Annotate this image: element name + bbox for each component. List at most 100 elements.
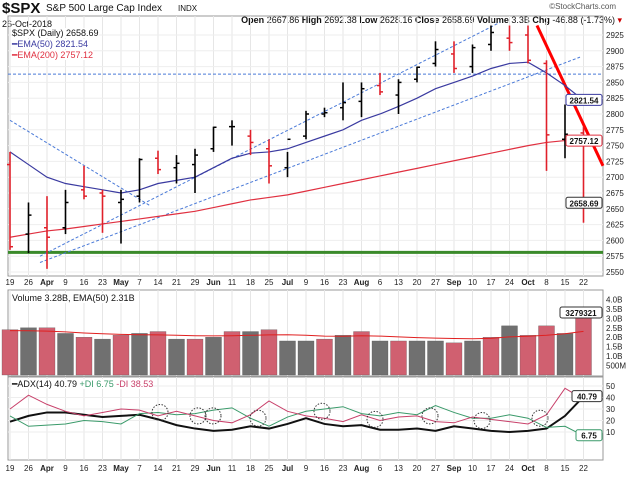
y-tick-label: 50 <box>606 382 615 391</box>
exchange: INDX <box>178 4 198 13</box>
x-tick-label: 15 <box>561 464 570 473</box>
volume-bar <box>482 337 500 376</box>
channel-upper <box>39 21 501 257</box>
y-tick-label: 3.0B <box>606 314 622 323</box>
volume-bar <box>556 333 574 376</box>
ema50-badge <box>565 93 603 106</box>
crossover-circle <box>204 407 222 425</box>
x-tick-label: 9 <box>304 278 309 287</box>
y-tick-label: 1.5B <box>606 343 622 352</box>
x-tick-label: May <box>113 278 129 287</box>
y-tick-label: 2925 <box>606 31 624 40</box>
volume-bar <box>131 333 148 376</box>
x-tick-label: 8 <box>544 278 549 287</box>
x-tick-label: 8 <box>544 464 549 473</box>
volume-bar <box>445 342 463 376</box>
y-tick-label: 2900 <box>606 47 624 56</box>
x-tick-label: 10 <box>468 464 477 473</box>
volume-bar <box>260 329 278 376</box>
y-tick-label: 30 <box>606 405 615 414</box>
y-tick-label: 2775 <box>606 126 624 135</box>
x-tick-label: Oct <box>521 278 535 287</box>
y-tick-label: 2850 <box>606 78 624 87</box>
crossover-circle <box>421 407 439 425</box>
x-tick-label: 11 <box>228 464 237 473</box>
volume-bar <box>501 325 518 376</box>
volume-bar <box>75 337 93 376</box>
downtrend-early <box>9 119 151 207</box>
x-tick-label: 23 <box>339 464 348 473</box>
plus-di-line <box>9 405 584 437</box>
y-tick-label: 3.5B <box>606 305 622 314</box>
x-tick-label: 29 <box>191 278 200 287</box>
x-tick-label: 29 <box>191 464 200 473</box>
y-tick-label: 20 <box>606 417 615 426</box>
x-tick-label: 23 <box>339 278 348 287</box>
x-tick-label: Jun <box>206 278 220 287</box>
ema200-badge <box>565 134 603 147</box>
volume-bar <box>297 340 315 376</box>
volume-badge <box>559 306 603 319</box>
y-tick-label: 2575 <box>606 252 624 261</box>
x-tick-label: 19 <box>6 464 15 473</box>
ema50-line <box>9 61 584 194</box>
volume-bar <box>242 331 259 376</box>
adx-line <box>9 395 585 434</box>
x-tick-label: 20 <box>413 278 422 287</box>
volume-bar <box>168 338 185 376</box>
crossover-circle <box>313 402 331 420</box>
close-badge <box>565 196 603 209</box>
x-tick-label: Aug <box>354 464 370 473</box>
adx-badge <box>571 390 603 403</box>
x-tick-label: 14 <box>154 278 163 287</box>
x-tick-label: Sep <box>447 278 462 287</box>
x-tick-label: 18 <box>246 278 255 287</box>
x-tick-label: 7 <box>137 278 142 287</box>
x-tick-label: 14 <box>154 464 163 473</box>
x-tick-label: 9 <box>304 464 309 473</box>
x-tick-label: 16 <box>320 278 329 287</box>
x-tick-label: 13 <box>394 278 403 287</box>
y-tick-label: 1.0B <box>606 352 622 361</box>
y-tick-label: 2675 <box>606 189 624 198</box>
channel-lower <box>39 56 581 263</box>
legend-adx: ━ADX(14) 40.79 +DI 6.75 -DI 38.53 <box>12 379 154 389</box>
x-tick-label: 16 <box>320 464 329 473</box>
x-tick-label: 26 <box>24 464 33 473</box>
volume-bar <box>149 331 167 376</box>
x-tick-label: Jul <box>282 278 294 287</box>
x-tick-label: Sep <box>447 464 462 473</box>
x-tick-label: Aug <box>354 278 370 287</box>
x-tick-label: 23 <box>98 464 107 473</box>
y-tick-label: 2700 <box>606 173 624 182</box>
x-tick-label: 7 <box>137 464 142 473</box>
crossover-circle <box>189 407 207 425</box>
x-tick-label: 24 <box>505 464 514 473</box>
x-tick-label: 10 <box>468 278 477 287</box>
x-tick-label: Jul <box>282 464 294 473</box>
volume-bar <box>1 329 19 376</box>
crossover-circle <box>366 410 384 428</box>
volume-bar <box>57 333 74 376</box>
x-tick-label: 16 <box>80 464 89 473</box>
x-tick-label: May <box>113 464 129 473</box>
legend-volume: Volume 3.28B, EMA(50) 2.31B <box>12 293 135 303</box>
volume-bar <box>38 327 56 376</box>
y-tick-label: 2650 <box>606 205 624 214</box>
x-tick-label: 6 <box>378 278 383 287</box>
x-tick-label: 16 <box>80 278 89 287</box>
crossover-circle <box>531 409 549 427</box>
x-tick-label: 23 <box>98 278 107 287</box>
x-tick-label: 13 <box>394 464 403 473</box>
x-tick-label: 9 <box>63 278 68 287</box>
crossover-circle <box>473 412 491 429</box>
x-tick-label: 20 <box>413 464 422 473</box>
volume-bar <box>316 338 333 376</box>
y-tick-label: 4.0B <box>606 295 622 304</box>
y-tick-label: 2600 <box>606 236 624 245</box>
volume-bar <box>575 318 592 376</box>
x-tick-label: 17 <box>487 464 496 473</box>
y-tick-label: 2825 <box>606 94 624 103</box>
